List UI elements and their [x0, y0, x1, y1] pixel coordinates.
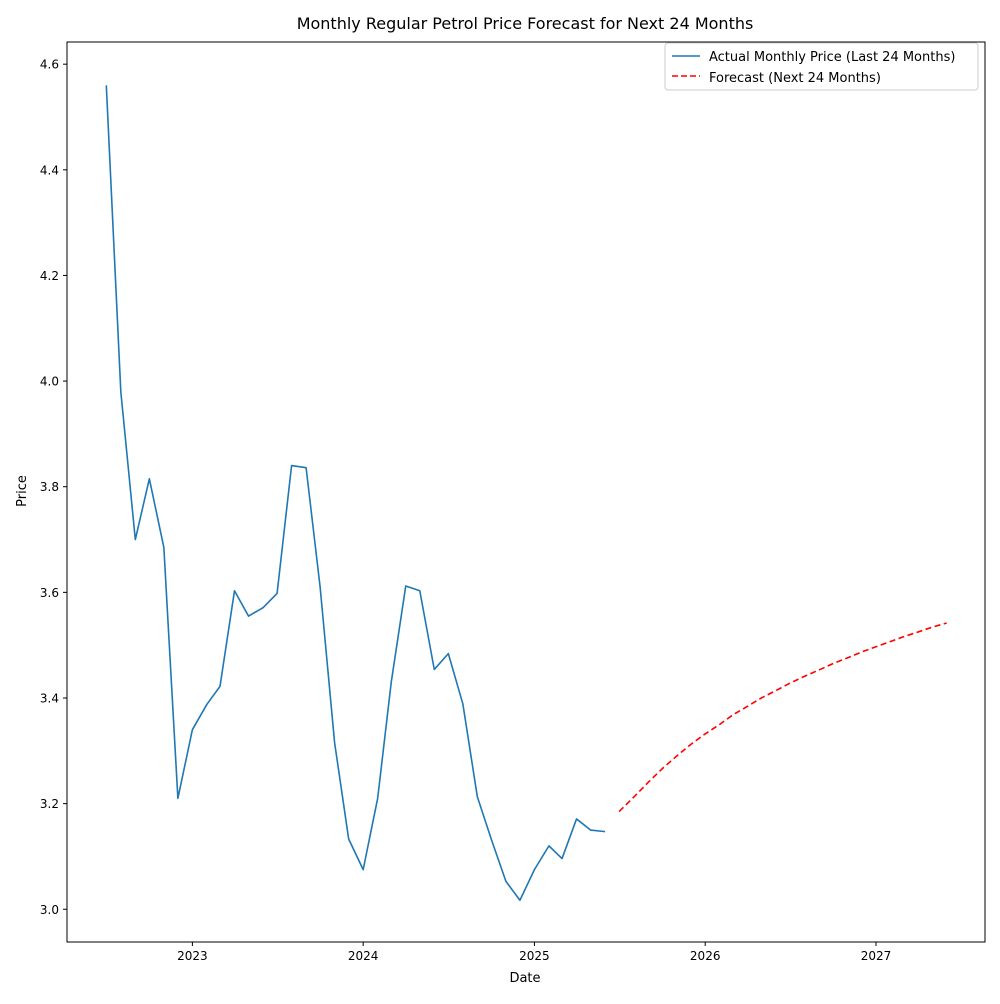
axes: 3.0 3.2 3.4 3.6 3.8 4.0 4.2 4.4 4.6 2023 2024 2025 2…: [40, 41, 986, 963]
actual-point: [176, 797, 179, 800]
actual-point: [119, 390, 122, 393]
actual-point: [276, 592, 279, 595]
forecast-point: [704, 732, 707, 735]
forecast-point: [931, 626, 934, 629]
x-tick-label: 2026: [690, 949, 721, 963]
y-tick-label: 3.2: [40, 797, 59, 811]
forecast-point: [831, 662, 834, 665]
actual-point: [191, 728, 194, 731]
plot-area: [105, 84, 948, 902]
series-line-actual: [105, 85, 606, 902]
actual-point: [362, 868, 365, 871]
actual-point: [305, 466, 308, 469]
forecast-point: [661, 767, 664, 770]
chart-title: Monthly Regular Petrol Price Forecast fo…: [297, 14, 754, 33]
y-tick-label: 3.8: [40, 480, 59, 494]
x-tick-label: 2025: [519, 949, 550, 963]
legend: Actual Monthly Price (Last 24 Months) Fo…: [664, 42, 979, 91]
y-axis-label: Price: [15, 475, 30, 507]
forecast-point: [675, 755, 678, 758]
actual-point: [148, 477, 151, 480]
actual-point: [404, 585, 407, 588]
actual-point: [561, 857, 564, 860]
actual-point: [504, 880, 507, 883]
actual-point: [575, 817, 578, 820]
series-line-forecast: [618, 622, 947, 813]
legend-label-forecast: Forecast (Next 24 Months): [709, 71, 881, 86]
actual-point: [376, 797, 379, 800]
actual-point: [447, 652, 450, 655]
forecast-point: [917, 630, 920, 633]
actual-point: [219, 685, 222, 688]
y-tick-label: 4.6: [40, 58, 59, 72]
actual-point: [589, 829, 592, 832]
y-tick-label: 4.4: [40, 163, 59, 177]
forecast-point: [618, 810, 621, 813]
actual-point: [347, 838, 350, 841]
actual-point: [319, 586, 322, 589]
y-tick-label: 3.6: [40, 586, 59, 600]
forecast-point: [874, 645, 877, 648]
actual-point: [390, 681, 393, 684]
y-tick-label: 3.4: [40, 691, 59, 705]
forecast-point: [647, 781, 650, 784]
legend-frame: [664, 42, 979, 91]
forecast-point: [760, 696, 763, 699]
forecast-point: [902, 635, 905, 638]
forecast-point: [746, 705, 749, 708]
x-axis-label: Date: [509, 971, 540, 986]
x-tick-label: 2023: [177, 949, 208, 963]
actual-point: [290, 464, 293, 467]
forecast-point: [846, 656, 849, 659]
forecast-point: [718, 723, 721, 726]
actual-point: [547, 844, 550, 847]
actual-point: [490, 838, 493, 841]
actual-point: [433, 668, 436, 671]
actual-point: [105, 84, 108, 87]
forecast-point: [731, 713, 734, 716]
y-tick-label: 3.0: [40, 903, 59, 917]
actual-point: [533, 868, 536, 871]
axes-frame: [66, 41, 986, 943]
actual-point: [205, 703, 208, 706]
forecast-point: [889, 640, 892, 643]
x-tick-label: 2027: [861, 949, 892, 963]
forecast-point: [632, 796, 635, 799]
actual-point: [262, 606, 265, 609]
x-tick-label: 2024: [348, 949, 379, 963]
actual-point: [247, 615, 250, 618]
forecast-point: [945, 621, 948, 624]
actual-point: [333, 741, 336, 744]
y-tick-label: 4.2: [40, 269, 59, 283]
legend-label-actual: Actual Monthly Price (Last 24 Months): [709, 50, 955, 65]
actual-point: [134, 538, 137, 541]
y-tick-label: 4.0: [40, 375, 59, 389]
actual-point: [162, 546, 165, 549]
forecast-point: [774, 689, 777, 692]
actual-point: [518, 899, 521, 902]
forecast-point: [788, 682, 791, 685]
forecast-point: [817, 668, 820, 671]
actual-point: [461, 702, 464, 705]
actual-point: [418, 589, 421, 592]
forecast-point: [803, 675, 806, 678]
actual-point: [476, 795, 479, 798]
forecast-point: [860, 651, 863, 654]
forecast-point: [689, 743, 692, 746]
actual-point: [233, 589, 236, 592]
actual-point: [604, 830, 607, 833]
